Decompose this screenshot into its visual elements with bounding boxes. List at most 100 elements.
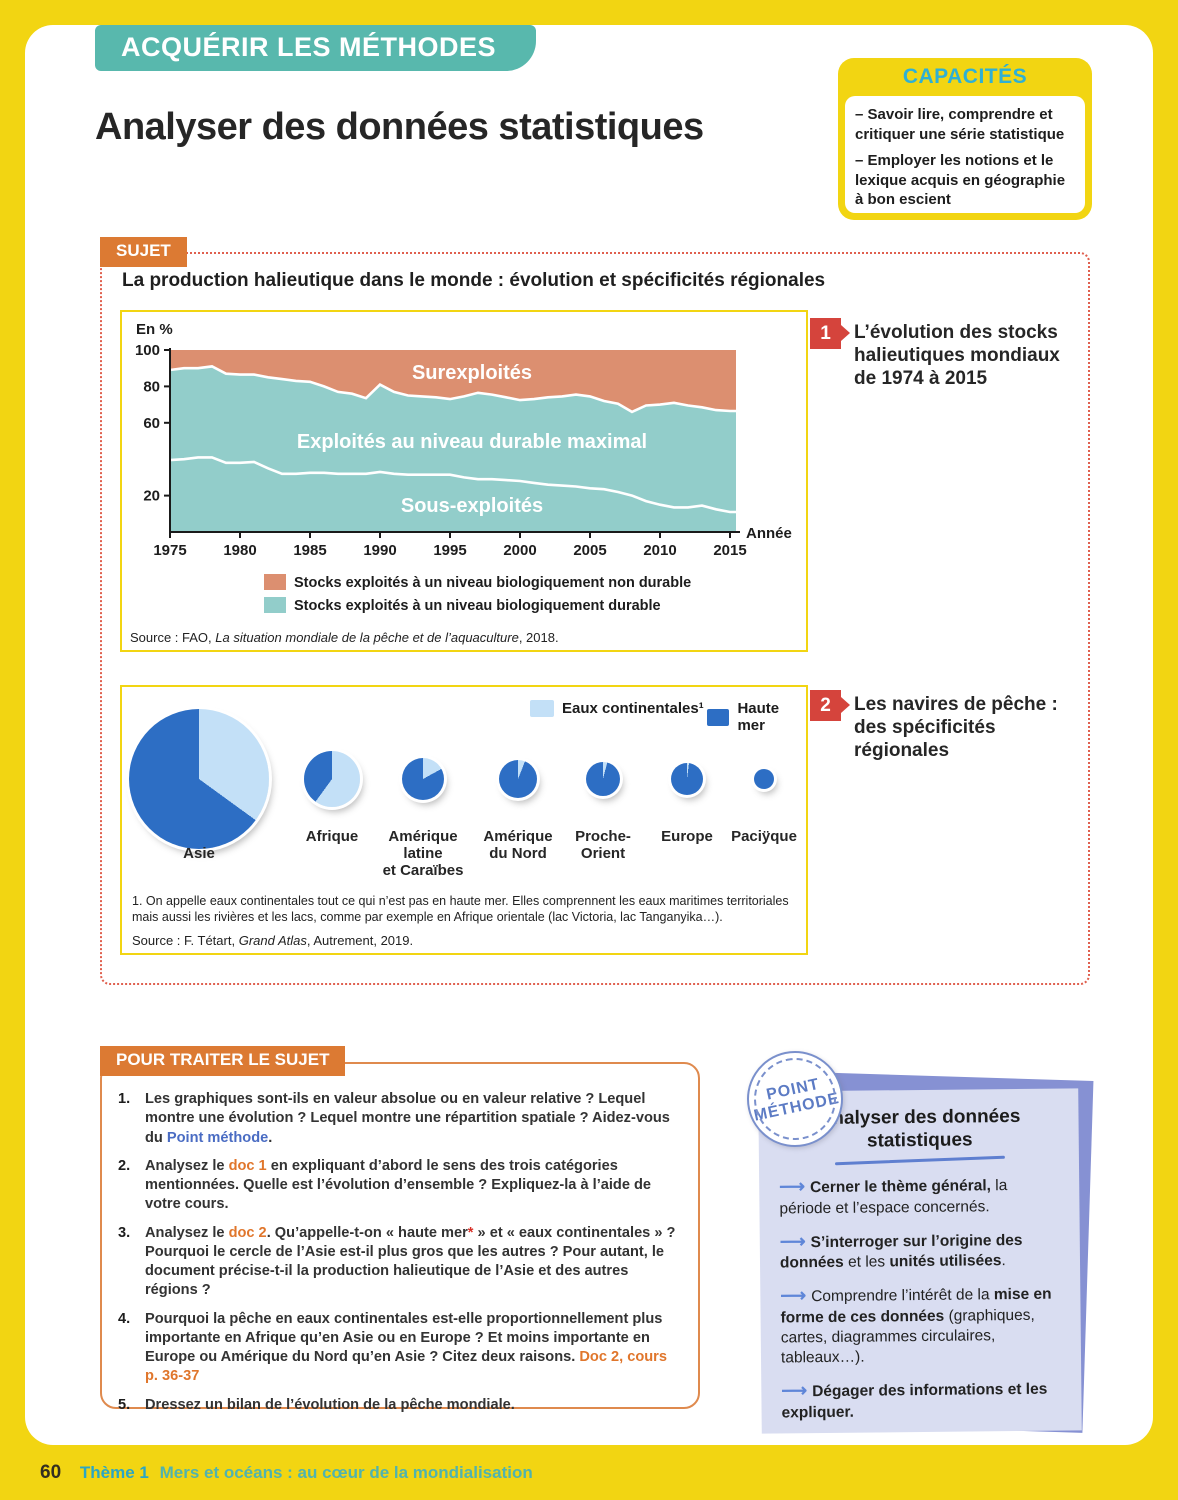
eaux-continentales-swatch <box>530 700 554 717</box>
pie-label: Amérique latine et Caraïbes <box>358 828 488 879</box>
title-underline <box>834 1156 1005 1166</box>
question-text: Les graphiques sont-ils en valeur absolu… <box>145 1090 682 1148</box>
legend-swatch <box>264 574 286 590</box>
y-tick-label: 60 <box>143 415 160 432</box>
pie-label: Europe <box>622 828 752 845</box>
doc2-source: Source : F. Tétart, Grand Atlas, Autreme… <box>132 933 413 948</box>
text-segment: doc 2 <box>228 1224 267 1241</box>
arrow-icon: ⟶ <box>779 1231 804 1252</box>
text-segment: Dégager des informations et les explique… <box>781 1380 1048 1422</box>
text-segment: et les <box>843 1253 890 1272</box>
text-segment: Analysez le <box>145 1157 229 1174</box>
x-tick-label: 1990 <box>363 542 396 559</box>
question-text: Analysez le doc 1 en expliquant d’abord … <box>145 1157 682 1215</box>
method-item: ⟶ Dégager des informations et les expliqu… <box>781 1377 1063 1423</box>
x-tick-label: 2015 <box>713 542 746 559</box>
text-segment: Cerner le thème général, <box>809 1177 992 1197</box>
text-segment: Pourquoi la pêche en eaux continentales … <box>145 1310 663 1366</box>
page-footer: 60 Thème 1 Mers et océans : au cœur de l… <box>40 1462 533 1484</box>
question-number: 4. <box>118 1310 131 1327</box>
y-tick-label: 80 <box>143 378 160 395</box>
pie-label-line: du Nord <box>489 845 547 862</box>
page-title: Analyser des données statistiques <box>95 106 704 148</box>
text-segment: Les graphiques sont-ils en valeur absolu… <box>145 1091 670 1146</box>
doc2-pie-chart-box: Eaux continentales¹ Haute mer Asie Afrique A… <box>120 685 808 955</box>
pie-legend-item: Haute mer <box>707 700 806 734</box>
text-segment: Doc 2, cours p. 36-37 <box>145 1349 667 1385</box>
legend-swatch <box>264 597 286 613</box>
doc1-source: Source : FAO, La situation mondiale de l… <box>130 630 559 645</box>
footer-theme-text: Mers et océans : au cœur de la mondialis… <box>159 1463 533 1482</box>
question-item: 4. Pourquoi la pêche en eaux continentale… <box>118 1310 682 1387</box>
method-item: ⟶ Comprendre l’intérêt de la mise en form… <box>780 1282 1063 1369</box>
pie-label: Paciÿque <box>699 828 829 845</box>
capacites-item: – Savoir lire, comprendre et critiquer u… <box>855 106 1065 143</box>
stocks-area-chart: 100 80 60 20 En % 1975 1980 1985 1990 1995 2000 200… <box>130 321 792 645</box>
capacites-box: CAPACITÉS – Savoir lire, comprendre et c… <box>838 58 1092 220</box>
pie-amérique-latine-et caraïbes <box>402 758 444 800</box>
x-axis-label: Année <box>746 525 792 542</box>
pie-label-line: Europe <box>661 828 713 845</box>
question-number: 1. <box>118 1091 131 1107</box>
boundary-durable-line <box>169 365 736 414</box>
pie-legend-label: Haute mer <box>737 700 780 734</box>
text-segment: . <box>1001 1252 1006 1270</box>
source-segment: , Autrement, 2019. <box>306 933 414 948</box>
pour-traiter-badge: POUR TRAITER LE SUJET <box>100 1046 346 1076</box>
doc2-caption: 2 Les navires de pêche : des spécificité… <box>810 690 1078 763</box>
question-text: Pourquoi la pêche en eaux continentales … <box>145 1310 682 1387</box>
pie-paciÿque <box>754 769 774 789</box>
pie-afrique <box>304 751 360 807</box>
pie-label-line: Paciÿque <box>731 828 797 845</box>
x-tick-label: 1995 <box>433 542 466 559</box>
y-tick-label: 20 <box>143 488 160 505</box>
doc1-caption-text: L’évolution des stocks halieutiques mond… <box>854 322 1060 390</box>
pie-legend-label: Eaux continentales¹ <box>562 700 704 717</box>
pie-proche--orient <box>586 762 620 796</box>
area-label: Exploités au niveau durable maximal <box>297 431 647 453</box>
question-text: Dressez un bilan de l’évolution de la pê… <box>145 1396 515 1415</box>
text-segment: . <box>268 1129 273 1146</box>
arrow-icon: ⟶ <box>781 1380 806 1401</box>
doc2-caption-text: Les navires de pêche : des spécificités … <box>854 694 1058 762</box>
text-segment: Comprendre l’intérêt de la <box>811 1286 994 1306</box>
text-segment: * <box>467 1224 474 1241</box>
method-item: ⟶ S’interroger sur l’origine des données … <box>780 1227 1062 1273</box>
pie-legend-item: Eaux continentales¹ <box>530 700 704 717</box>
pie-europe <box>671 763 703 795</box>
capacites-body: – Savoir lire, comprendre et critiquer u… <box>845 96 1085 213</box>
pie-label-line: Orient <box>580 845 626 862</box>
pie-label: Asie <box>134 845 264 862</box>
pie-label-line: Amérique <box>483 828 553 845</box>
question-item: 2. Analysez le doc 1 en expliquant d’abor… <box>118 1157 682 1215</box>
pie-label: Amérique du Nord <box>453 828 583 862</box>
area-label: Surexploités <box>412 362 532 384</box>
pie-asie <box>129 709 269 849</box>
y-tick-label: 100 <box>135 342 160 359</box>
questions-box: 1. Les graphiques sont-ils en valeur abso… <box>100 1062 700 1413</box>
capacites-title: CAPACITÉS <box>902 65 1028 88</box>
legend-label: Stocks exploités à un niveau biologiquem… <box>294 575 691 591</box>
footer-theme-label: Thème 1 <box>79 1463 149 1482</box>
page-number: 60 <box>40 1462 62 1483</box>
sujet-title: La production halieutique dans le monde … <box>122 270 826 291</box>
text-segment: Dressez un bilan de l’évolution de la pê… <box>145 1396 515 1413</box>
question-text: Analysez le doc 2. Qu’appelle-t-on « hau… <box>145 1224 682 1301</box>
capacites-item: – Employer les notions et le lexique acq… <box>855 152 1066 208</box>
pie-label: Afrique <box>267 828 397 845</box>
question-item: 5. Dressez un bilan de l’évolution de la … <box>118 1396 682 1415</box>
section-banner: ACQUÉRIR LES MÉTHODES <box>95 25 537 71</box>
pie-label-line: Afrique <box>305 828 359 845</box>
x-tick-label: 2000 <box>503 542 536 559</box>
pie-label: Proche- Orient <box>538 828 668 862</box>
text-segment: Point méthode <box>166 1129 269 1146</box>
sujet-panel: La production halieutique dans le monde … <box>100 252 1090 985</box>
boundary-sous-exploites-line <box>169 456 736 514</box>
doc2-number-badge: 2 <box>810 690 850 721</box>
question-item: 1. Les graphiques sont-ils en valeur abso… <box>118 1090 682 1148</box>
pie-label-line: Proche- <box>575 828 631 845</box>
pie-label-line: et Caraïbes <box>382 862 464 879</box>
y-axis-label: En % <box>136 321 173 338</box>
x-tick-label: 1985 <box>293 542 326 559</box>
